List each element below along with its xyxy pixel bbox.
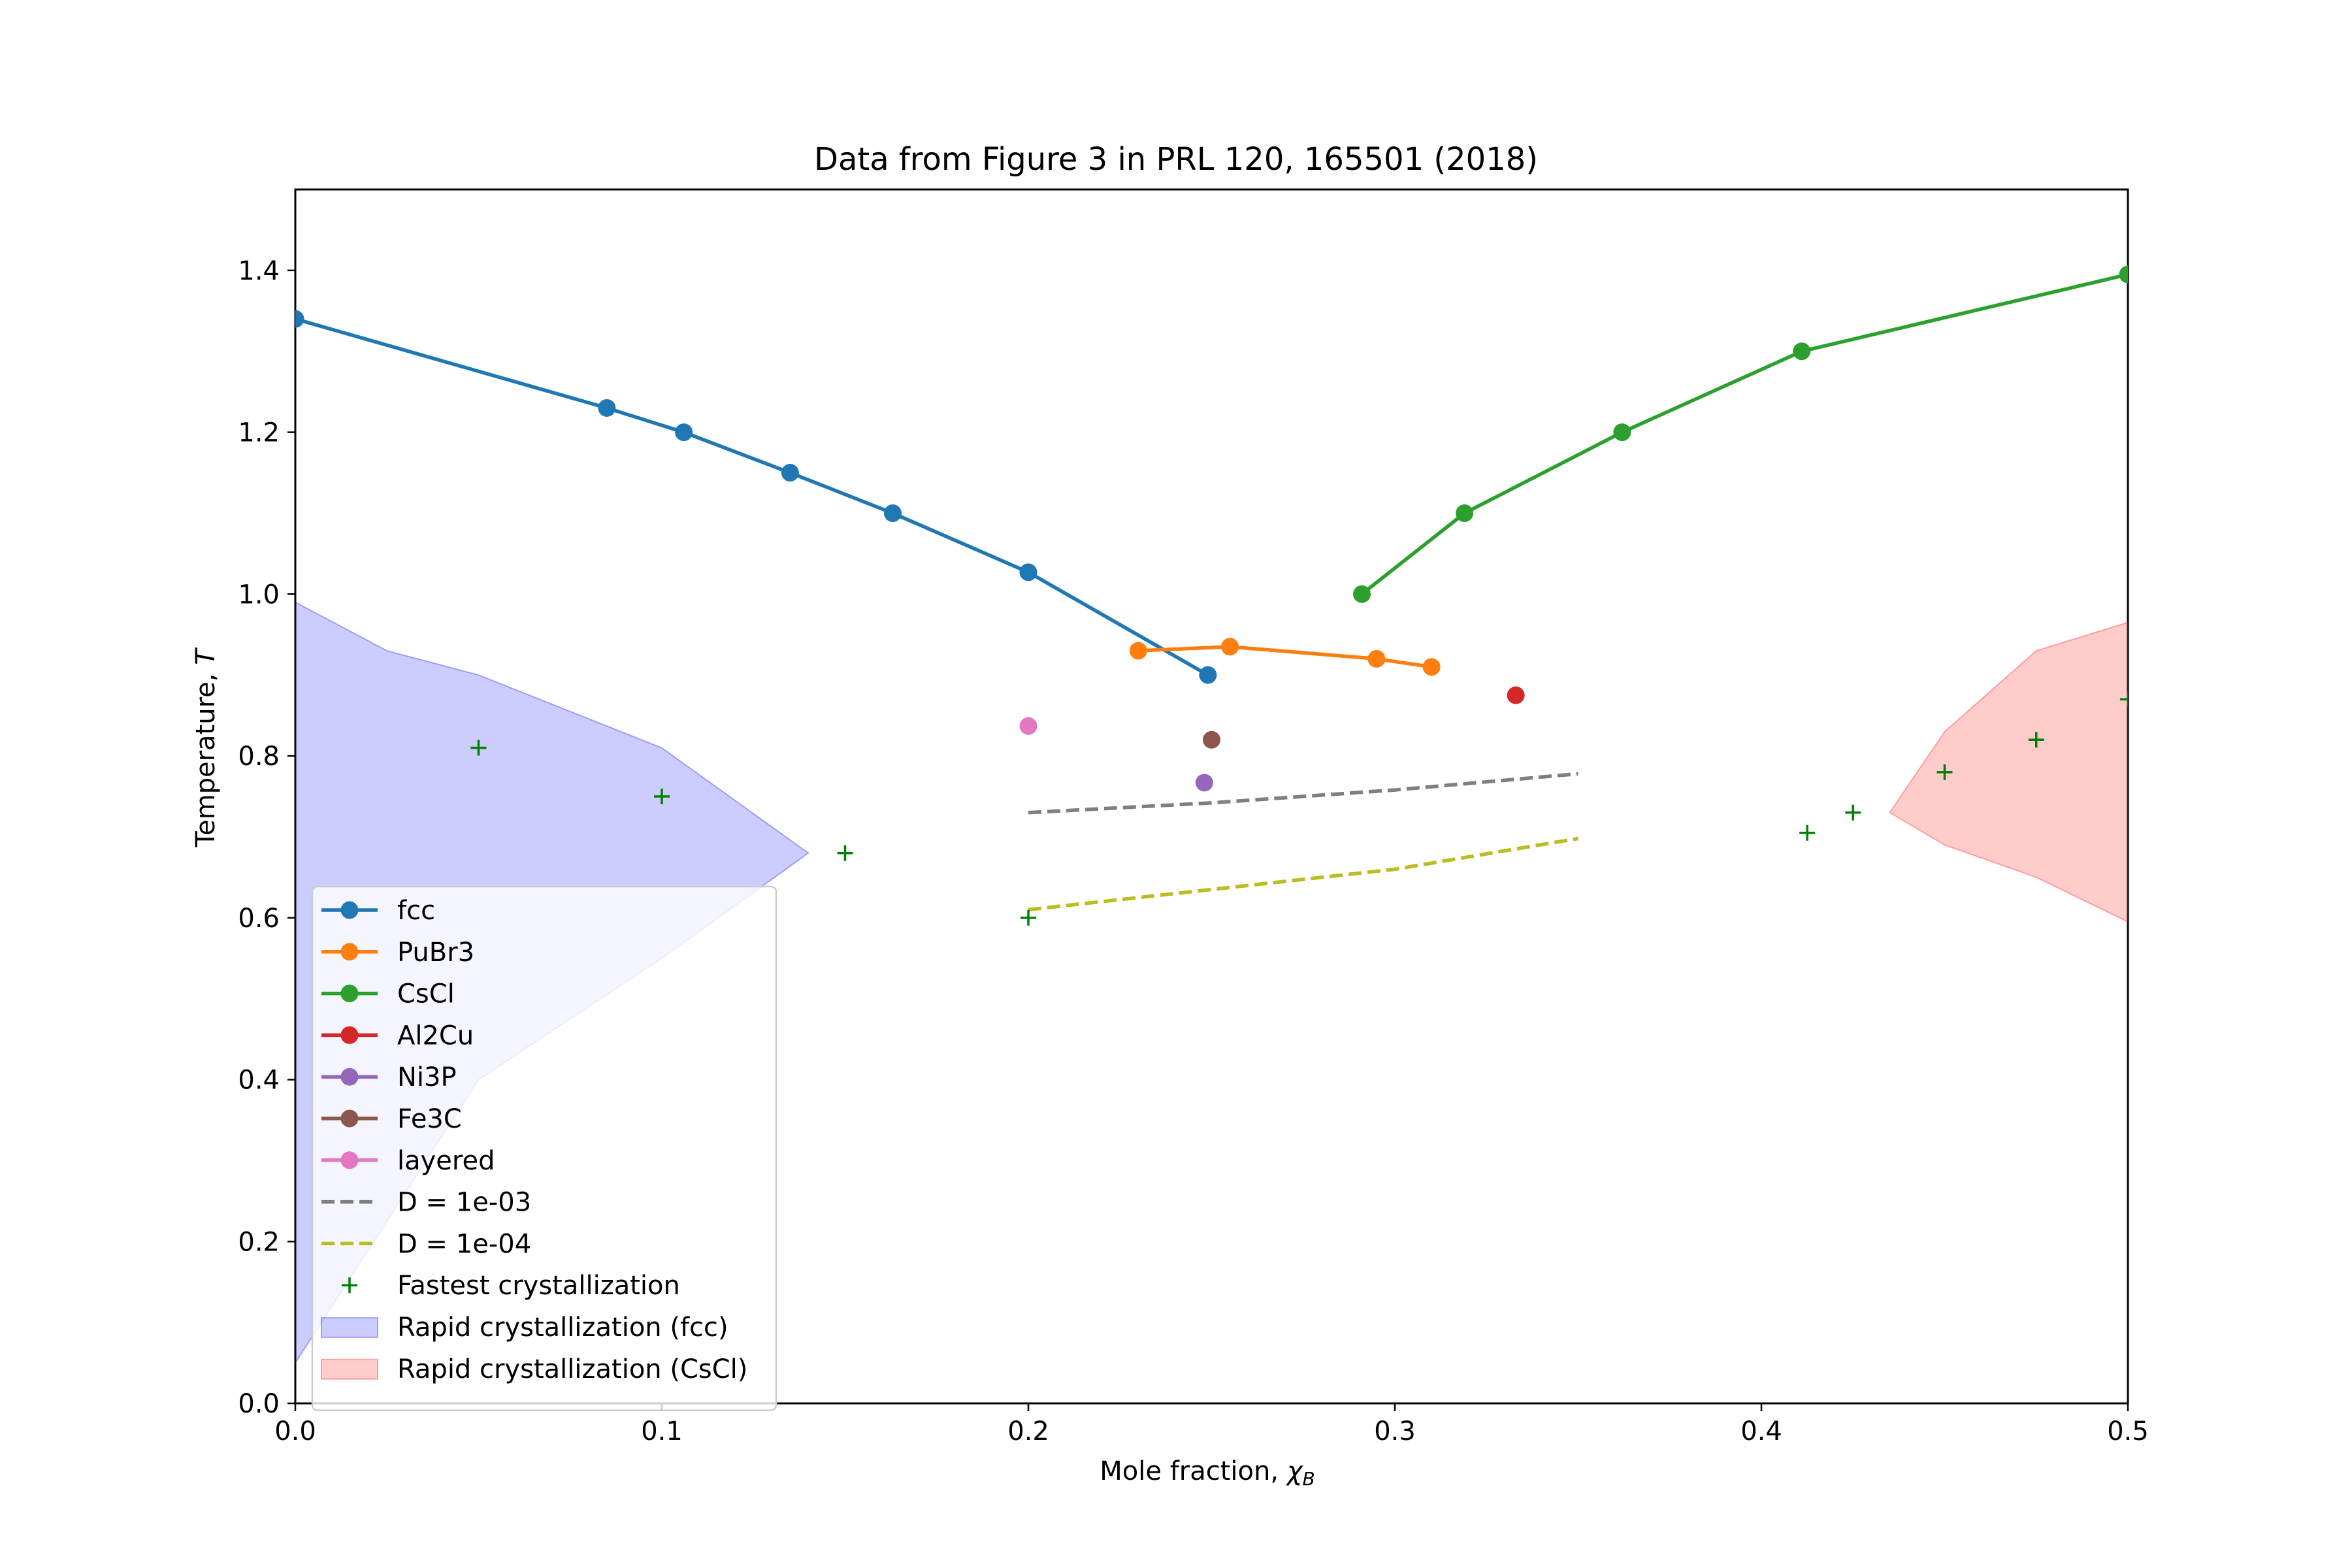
legend-frame xyxy=(311,885,777,1411)
x-axis-label-symbol: χ xyxy=(1286,1456,1303,1486)
legend-pubr3-marker xyxy=(340,943,359,961)
x-tick-label-1: 0.1 xyxy=(641,1416,683,1446)
point-fastest-crystallization-2 xyxy=(837,845,853,861)
x-tick-label-4: 0.4 xyxy=(1740,1416,1782,1446)
legend: fcc PuBr3 CsCl Al2Cu Ni3P Fe3C layered D = 1e-0… xyxy=(311,885,777,1411)
point-cscl-3 xyxy=(1793,342,1811,361)
y-axis-label-text: Temperature, xyxy=(191,665,221,848)
legend-ni3p-label: Ni3P xyxy=(397,1062,457,1092)
line-d-1e-04 xyxy=(1028,836,1578,912)
x-axis-label-subscript: B xyxy=(1302,1468,1315,1490)
point-fastest-crystallization-6 xyxy=(1936,764,1953,780)
y-axis-label: Temperature, T xyxy=(191,647,221,848)
x-axis-label: Mole fraction, χB xyxy=(1100,1456,1315,1490)
legend-fastest-crystallization-label: Fastest crystallization xyxy=(397,1271,680,1301)
point-pubr3-0 xyxy=(1129,642,1147,660)
y-tick-label-3: 0.6 xyxy=(238,904,280,934)
legend-rapid-crystallization-cscl-label: Rapid crystallization (CsCl) xyxy=(397,1354,747,1384)
line-d-1e-03 xyxy=(1028,772,1578,815)
point-cscl-0 xyxy=(1353,585,1371,603)
point-fcc-0 xyxy=(295,310,304,328)
y-tick-label-7: 1.4 xyxy=(238,256,280,286)
point-fastest-crystallization-3 xyxy=(1021,909,1036,926)
legend-cscl-label: CsCl xyxy=(397,979,455,1009)
legend-ni3p-marker xyxy=(340,1068,359,1086)
legend-cscl-marker xyxy=(340,985,359,1003)
chart-title: Data from Figure 3 in PRL 120, 165501 (2… xyxy=(814,141,1538,178)
y-tick-label-6: 1.2 xyxy=(238,418,280,448)
legend-layered-marker xyxy=(340,1151,359,1169)
axis-ticks: 0.0 0.1 0.2 0.3 0.4 0.5 0.0 0.2 0.4 0.6 0.8 1.0 1.2 1… xyxy=(238,256,2148,1446)
point-al2cu-0 xyxy=(1507,686,1525,704)
y-tick-label-1: 0.2 xyxy=(238,1227,280,1257)
point-fastest-crystallization-4 xyxy=(1799,825,1816,841)
point-fastest-crystallization-0 xyxy=(470,740,487,756)
point-pubr3-2 xyxy=(1367,649,1386,668)
point-cscl-4 xyxy=(2119,265,2128,284)
point-fcc-2 xyxy=(675,423,693,442)
legend-rapid-crystallization-cscl-swatch xyxy=(321,1358,378,1380)
x-tick-label-3: 0.3 xyxy=(1374,1416,1416,1446)
x-axis-label-text: Mole fraction, xyxy=(1100,1456,1287,1486)
point-fastest-crystallization-5 xyxy=(1845,804,1861,821)
point-pubr3-3 xyxy=(1422,658,1441,676)
point-layered-0 xyxy=(1019,717,1037,735)
legend-pubr3-label: PuBr3 xyxy=(397,938,474,968)
point-pubr3-1 xyxy=(1221,638,1239,656)
legend-rapid-crystallization-fcc-label: Rapid crystallization (fcc) xyxy=(397,1313,728,1343)
legend-al2cu-marker xyxy=(340,1026,359,1044)
legend-fe3c-label: Fe3C xyxy=(397,1104,462,1134)
y-tick-label-0: 0.0 xyxy=(238,1389,280,1419)
point-ni3p-0 xyxy=(1195,774,1213,792)
axes-frame xyxy=(294,188,2129,1405)
point-fastest-crystallization-1 xyxy=(654,789,670,804)
point-fcc-6 xyxy=(1199,666,1217,684)
point-fastest-crystallization-7 xyxy=(2028,732,2044,748)
legend-fastest-crystallization-marker xyxy=(342,1277,357,1294)
legend-rapid-crystallization-fcc-swatch xyxy=(321,1317,378,1338)
legend-layered-label: layered xyxy=(397,1146,495,1176)
point-fcc-3 xyxy=(781,464,799,482)
point-fe3c-0 xyxy=(1203,730,1220,749)
legend-fcc-marker xyxy=(340,901,359,919)
x-tick-label-5: 0.5 xyxy=(2107,1416,2149,1446)
legend-fcc-label: fcc xyxy=(397,896,435,926)
point-fcc-1 xyxy=(598,399,616,417)
legend-d-1e-04-label: D = 1e-04 xyxy=(397,1229,531,1259)
line-pubr3 xyxy=(1136,645,1433,669)
point-cscl-2 xyxy=(1613,423,1631,442)
legend-fe3c-marker xyxy=(340,1109,359,1128)
point-fcc-5 xyxy=(1019,563,1037,581)
plot-area xyxy=(294,188,2129,1405)
y-tick-label-2: 0.4 xyxy=(238,1066,280,1096)
x-tick-label-2: 0.2 xyxy=(1007,1416,1049,1446)
region-rapid-crystallization-cscl xyxy=(1888,621,2128,923)
y-tick-label-5: 1.0 xyxy=(238,580,280,610)
x-tick-label-0: 0.0 xyxy=(274,1416,316,1446)
legend-al2cu-label: Al2Cu xyxy=(397,1021,474,1051)
point-cscl-1 xyxy=(1456,504,1474,522)
y-tick-label-4: 0.8 xyxy=(238,742,280,772)
point-fcc-4 xyxy=(883,504,902,522)
legend-d-1e-03-label: D = 1e-03 xyxy=(397,1188,531,1218)
y-axis-label-symbol: T xyxy=(191,647,221,665)
point-fastest-crystallization-8 xyxy=(2120,691,2128,708)
